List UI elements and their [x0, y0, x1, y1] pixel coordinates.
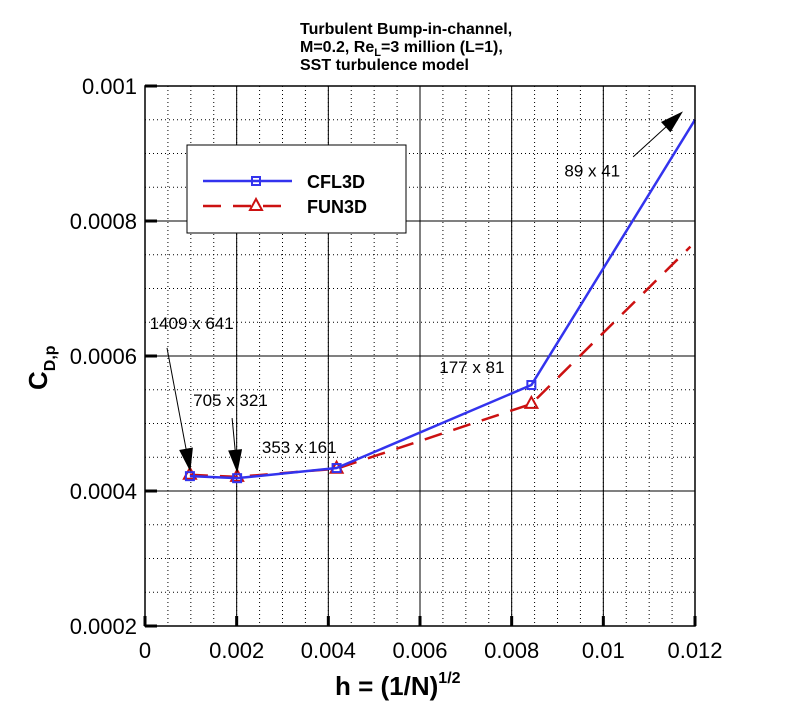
legend-box: [186, 144, 407, 234]
legend: CFL3D FUN3D: [186, 144, 407, 234]
y-axis-label: CD,p: [23, 345, 59, 390]
annotation-label: 89 x 41: [564, 161, 620, 180]
x-tick-label: 0.01: [582, 638, 625, 663]
x-tick-label: 0.008: [484, 638, 539, 663]
legend-marker-cfl3d: [251, 176, 261, 186]
annotation-label: 705 x 321: [193, 391, 268, 410]
x-axis-label: h = (1/N)1/2: [335, 670, 461, 701]
annotation-label: 1409 x 641: [150, 314, 234, 333]
tick-labels: 0 0.002 0.004 0.006 0.008 0.01 0.012 0.0002 0.00…: [70, 74, 723, 663]
y-tick-label: 0.0006: [70, 344, 137, 369]
annotation-arrow: [166, 347, 193, 472]
y-tick-label: 0.001: [82, 74, 137, 99]
annotation-label: 353 x 161: [262, 438, 337, 457]
data-point-cfl3d: [232, 473, 243, 484]
annotation-label: 177 x 81: [439, 358, 504, 377]
legend-label-cfl3d: CFL3D: [307, 172, 365, 192]
x-tick-label: 0.006: [392, 638, 447, 663]
annotations: 1409 x 641 705 x 321 353 x 161 177 x 81 89 x…: [150, 111, 683, 474]
x-tick-label: 0.002: [209, 638, 264, 663]
y-tick-label: 0.0002: [70, 614, 137, 639]
legend-marker-fun3d: [248, 196, 264, 211]
data-point-cfl3d: [331, 463, 342, 474]
data-point-fun3d: [523, 394, 540, 409]
chart-title-line-2: M=0.2, ReL=3 million (L=1),: [300, 39, 503, 59]
chart-title-line-3: SST turbulence model: [300, 57, 469, 74]
x-tick-label: 0.012: [667, 638, 722, 663]
plot-frame: [144, 85, 696, 627]
legend-label-fun3d: FUN3D: [307, 197, 367, 217]
data-point-cfl3d: [184, 471, 195, 482]
series-line-fun3d: [189, 245, 692, 479]
x-tick-label: 0.004: [301, 638, 356, 663]
annotation-arrow: [228, 418, 243, 474]
annotation-arrow: [632, 111, 683, 158]
y-tick-label: 0.0008: [70, 209, 137, 234]
series-marks: [182, 119, 697, 484]
y-tick-label: 0.0004: [70, 479, 137, 504]
series-line-cfl3d: [189, 119, 697, 480]
data-point-cfl3d: [526, 380, 537, 391]
x-tick-label: 0: [139, 638, 151, 663]
chart-title-line-1: Turbulent Bump-in-channel,: [300, 21, 512, 38]
